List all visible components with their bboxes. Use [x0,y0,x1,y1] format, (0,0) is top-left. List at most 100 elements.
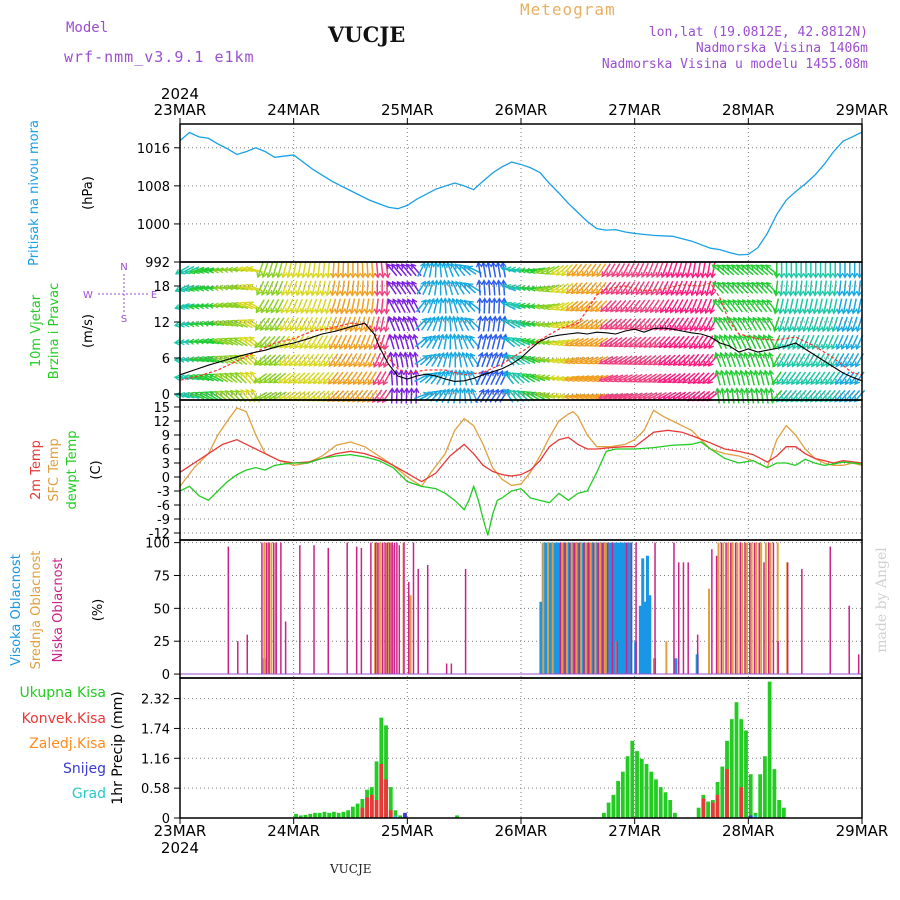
wind-barb [398,316,406,332]
wind-barb [687,390,701,402]
wind-barb-head [851,272,858,279]
wind-barb [256,280,265,296]
wind-barb [712,282,725,294]
wind-barb [671,262,678,278]
wind-barb-head [442,297,449,304]
wind-barb-head [631,271,637,278]
wind-barb-head [303,360,310,367]
temp-tick-label: 12 [153,415,170,430]
wind-barb-head [751,299,758,306]
wind-barb-head [492,370,499,377]
wind-barb-head [255,324,261,331]
wind-barb [599,318,613,330]
wind-barb-head [367,379,374,386]
wind-barb-head [650,307,656,314]
wind-barb [754,370,760,386]
wind-barb-head [234,372,241,378]
wind-barb [407,299,416,313]
precip-total-bar [294,813,298,818]
wind-barb-head [219,390,226,397]
wind-barb-head [496,315,503,322]
wind-barb [347,371,358,385]
wind-barb-head [524,285,531,292]
precip-total-bar [336,812,341,818]
wind-barb [634,318,647,330]
wind-barb-head [618,341,625,348]
wind-barb-head [333,361,340,368]
wind-barb-head [752,334,759,341]
wind-barb-head [383,308,390,315]
wind-barb [391,281,402,295]
wind-barb [675,280,683,296]
cloud-tick-label: 25 [153,635,170,650]
wind-barb-head [763,369,770,376]
wind-barb-head [590,306,597,313]
wind-barb [718,317,728,331]
wind-barb-head [488,388,494,395]
wind-barb [805,371,816,385]
wind-barb-head [575,288,582,295]
wind-barb-head [260,289,267,296]
wind-barb [437,334,444,350]
wind-barb-head [579,341,586,347]
wind-barb [352,371,363,385]
wind-barb-head [625,289,632,296]
wind-barb-head [411,280,417,287]
wind-barb [729,352,737,368]
wind-barb-head [806,361,812,368]
wind-barb-head [349,272,357,279]
wind-barb-head [635,306,641,313]
wind-barb [683,335,695,349]
wind-barb [385,262,389,278]
wind-barb-head [476,279,483,286]
wind-barb [600,281,612,295]
wind-barb [742,299,753,313]
wind-barb-head [446,279,453,286]
wind-barb-head [426,335,432,342]
wind-barb-head [792,326,799,333]
wind-barb-head [348,326,355,333]
wind-barb-head [743,387,751,394]
wind-barb-head [693,343,700,350]
wind-barb-head [217,284,224,291]
wind-barb-head [188,391,196,398]
wind-barb [571,263,583,277]
wind-barb [749,370,755,386]
wind-barb-head [486,315,493,322]
wind-barb-head [353,361,359,368]
precip-total-bar [639,758,644,818]
wind-barb-head [434,352,441,359]
wind-barb-head [534,321,541,328]
wind-barb [260,317,271,331]
wind-barb [385,298,389,314]
wind-barb-head [482,351,489,358]
wind-barb-head [776,379,783,386]
wind-barb-head [791,361,798,368]
wind-barb-head [608,341,615,348]
wind-tick-label: 6 [162,352,170,367]
wind-barb-head [576,270,583,277]
wind-barb-head [574,340,581,347]
wind-barb-head [524,355,532,362]
pressure-tick-label: 1008 [137,180,170,195]
wind-barb-head [553,392,560,400]
wind-barb-head [658,342,665,349]
wind-barb-head [728,334,735,341]
wind-barb-head [738,334,744,341]
wind-barb-head [692,378,699,385]
wind-barb-head [674,307,681,314]
wind-barb-head [237,266,244,273]
wind-barb [742,317,753,331]
wind-barb-head [573,375,580,383]
wind-barb-head [565,288,572,295]
wind-barb [811,334,820,350]
wind-barb-head [555,269,562,276]
wind-barb [689,335,699,349]
wind-barb [644,336,657,348]
wind-barb-head [603,341,610,347]
wind-barb-head [203,338,210,345]
wind-barb [682,372,696,384]
precip-total-bar [332,811,336,818]
wind-barb-head [783,272,790,279]
